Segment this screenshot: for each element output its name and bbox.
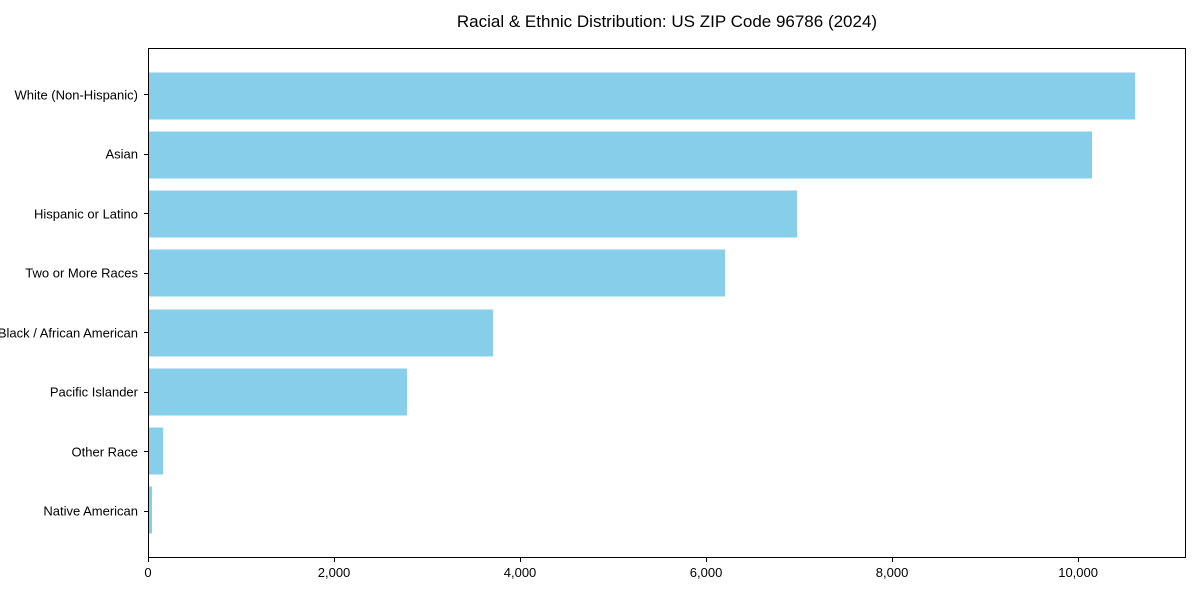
bar xyxy=(149,72,1135,120)
y-tick-mark xyxy=(144,213,148,215)
y-tick-mark xyxy=(144,153,148,155)
y-axis-label: Asian xyxy=(105,146,138,162)
bar-row xyxy=(149,481,1185,540)
bar xyxy=(149,368,408,416)
bar-row xyxy=(149,244,1185,303)
x-tick-mark xyxy=(148,558,149,562)
bar xyxy=(149,309,494,357)
y-axis-label: Black / African American xyxy=(0,325,138,341)
bar-row xyxy=(149,362,1185,421)
y-tick-mark xyxy=(144,451,148,453)
y-tick-mark xyxy=(144,391,148,393)
x-tick-mark xyxy=(334,558,336,562)
y-tick-mark xyxy=(144,272,148,274)
x-tick-label: 2,000 xyxy=(317,565,351,580)
x-tick-mark xyxy=(892,558,894,562)
x-tick-label: 8,000 xyxy=(875,565,909,580)
x-tick-mark xyxy=(520,558,522,562)
y-axis-label: Other Race xyxy=(71,444,138,460)
y-tick-mark xyxy=(144,510,148,512)
y-axis-label: Two or More Races xyxy=(25,265,138,281)
bar-row xyxy=(149,125,1185,184)
y-axis-label: Native American xyxy=(43,503,138,519)
x-tick-label: 4,000 xyxy=(503,565,537,580)
x-axis: 0 2,000 4,000 6,000 8,000 10,000 xyxy=(144,558,1186,590)
bars-container xyxy=(149,66,1185,540)
x-tick-mark xyxy=(1078,558,1080,562)
y-tick-mark xyxy=(144,94,148,96)
x-tick-label: 10,000 xyxy=(1058,565,1098,580)
bar xyxy=(149,249,726,297)
bar-row xyxy=(149,185,1185,244)
bar xyxy=(149,190,797,238)
bar-row xyxy=(149,422,1185,481)
y-axis-label: Hispanic or Latino xyxy=(33,206,138,222)
y-axis-label: White (Non-Hispanic) xyxy=(14,87,138,103)
plot-area xyxy=(148,48,1186,558)
y-axis-labels: White (Non-Hispanic) Asian Hispanic or Lat… xyxy=(0,65,148,541)
x-tick-mark xyxy=(706,558,708,562)
bar xyxy=(149,131,1093,179)
y-axis-label: Pacific Islander xyxy=(49,384,138,400)
bar-row xyxy=(149,66,1185,125)
bar xyxy=(149,486,152,534)
x-tick-label: 6,000 xyxy=(689,565,723,580)
chart-title: Racial & Ethnic Distribution: US ZIP Cod… xyxy=(456,12,878,31)
y-tick-mark xyxy=(144,332,148,334)
bar xyxy=(149,427,163,475)
bar-row xyxy=(149,303,1185,362)
x-tick-label: 0 xyxy=(144,565,152,580)
